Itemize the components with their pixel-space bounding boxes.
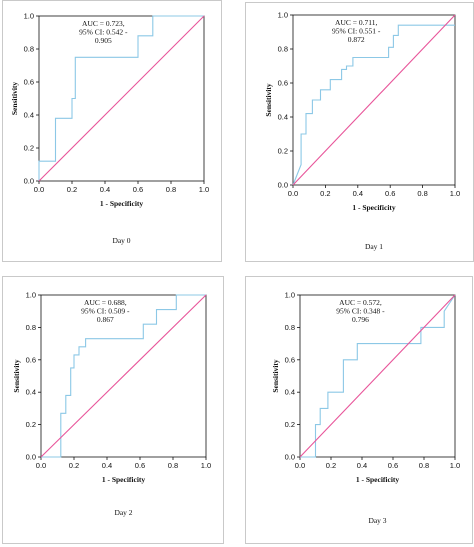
auc-annotation-line: 95% CI: 0.348 -	[336, 307, 385, 316]
auc-annotation-line: 0.867	[97, 315, 114, 324]
y-tick-label: 0.6	[285, 355, 295, 364]
y-tick-label: 0.2	[278, 147, 288, 156]
auc-annotation-line: 95% CI: 0.551 -	[332, 27, 381, 36]
auc-annotation-line: AUC = 0.688,	[84, 298, 127, 307]
roc-panel-day-1: 0.0 0.2 0.4 0.6 0.8 1.0 0.0 0.2 0.4 0.6 0.8 1.0 AUC …	[245, 2, 474, 262]
x-tick-label: 0.0	[288, 189, 298, 198]
y-tick-label: 0.8	[285, 323, 295, 332]
y-tick-label: 0.6	[24, 78, 34, 87]
auc-annotation-line: 0.905	[95, 36, 112, 45]
x-tick-label: 0.2	[67, 185, 77, 194]
x-tick-label: 0.4	[353, 189, 363, 198]
y-tick-label: 0.6	[278, 79, 288, 88]
y-tick-label: 0.4	[285, 388, 295, 397]
roc-chart-day-1: 0.0 0.2 0.4 0.6 0.8 1.0 0.0 0.2 0.4 0.6 0.8 1.0 AUC …	[264, 11, 460, 252]
auc-annotation-line: 0.796	[352, 315, 369, 324]
plot-frame	[38, 15, 205, 182]
panel-caption: Day 3	[368, 516, 386, 525]
roc-curve	[38, 15, 204, 181]
y-tick-label: 0.8	[24, 45, 34, 54]
y-tick-label: 1.0	[278, 11, 288, 20]
panel-caption: Day 0	[112, 236, 130, 245]
y-axis-title: Sensitivity	[271, 359, 280, 393]
auc-annotation-line: AUC = 0.572,	[339, 298, 382, 307]
y-tick-label: 0.2	[26, 420, 36, 429]
y-tick-label: 0.8	[278, 45, 288, 54]
y-tick-label: 0.2	[285, 420, 295, 429]
x-tick-label: 0.6	[385, 189, 395, 198]
y-axis-title: Sensitivity	[10, 82, 19, 116]
y-tick-label: 0.0	[278, 181, 288, 190]
reference-diagonal	[299, 294, 456, 458]
reference-diagonal	[292, 14, 456, 186]
y-tick-label: 1.0	[285, 291, 295, 300]
x-tick-label: 1.0	[450, 189, 460, 198]
y-axis-title: Sensitivity	[264, 83, 273, 117]
y-tick-label: 0.4	[24, 111, 34, 120]
roc-chart-day-2: 0.0 0.2 0.4 0.6 0.8 1.0 0.0 0.2 0.4 0.6 0.8 1.0 AUC …	[12, 291, 211, 518]
roc-curve	[41, 294, 206, 458]
panel-caption: Day 2	[114, 508, 132, 517]
x-tick-label: 1.0	[450, 461, 460, 470]
x-tick-label: 0.4	[102, 461, 112, 470]
auc-annotation-line: AUC = 0.723,	[82, 19, 125, 28]
y-tick-label: 1.0	[24, 12, 34, 21]
y-axis-title: Sensitivity	[12, 359, 21, 393]
x-tick-label: 0.6	[133, 185, 143, 194]
y-tick-label: 0.8	[26, 323, 36, 332]
reference-diagonal	[40, 294, 207, 458]
x-axis-title: 1 - Specificity	[102, 475, 146, 484]
roc-panel-day-2: 0.0 0.2 0.4 0.6 0.8 1.0 0.0 0.2 0.4 0.6 0.8 1.0 AUC …	[2, 276, 224, 544]
x-tick-label: 0.0	[34, 185, 44, 194]
y-tick-label: 1.0	[26, 291, 36, 300]
y-tick-label: 0.0	[285, 453, 295, 462]
x-tick-label: 0.0	[295, 461, 305, 470]
roc-curve	[292, 24, 455, 186]
x-axis-title: 1 - Specificity	[100, 199, 144, 208]
plot-frame	[292, 14, 456, 186]
x-tick-label: 0.4	[357, 461, 367, 470]
auc-annotation-line: AUC = 0.711,	[335, 18, 377, 27]
y-tick-label: 0.4	[278, 113, 288, 122]
x-tick-label: 0.4	[100, 185, 110, 194]
x-tick-label: 0.2	[69, 461, 79, 470]
plot-frame	[299, 294, 456, 458]
roc-curve	[300, 294, 456, 458]
x-tick-label: 0.8	[419, 461, 429, 470]
x-tick-label: 0.6	[388, 461, 398, 470]
y-tick-label: 0.0	[24, 177, 34, 186]
x-tick-label: 1.0	[199, 185, 209, 194]
roc-panel-day-0: 0.0 0.2 0.4 0.6 0.8 1.0 0.0 0.2 0.4 0.6 0.8 1.0 AUC …	[2, 0, 222, 262]
y-tick-label: 0.0	[26, 453, 36, 462]
roc-panel-day-3: 0.0 0.2 0.4 0.6 0.8 1.0 0.0 0.2 0.4 0.6 0.8 1.0 AUC …	[245, 276, 473, 544]
y-tick-label: 0.2	[24, 144, 34, 153]
x-tick-label: 0.2	[326, 461, 336, 470]
auc-annotation-line: 95% CI: 0.542 -	[79, 28, 128, 37]
plot-frame	[40, 294, 207, 458]
roc-chart-day-0: 0.0 0.2 0.4 0.6 0.8 1.0 0.0 0.2 0.4 0.6 0.8 1.0 AUC …	[10, 12, 209, 246]
roc-chart-day-3: 0.0 0.2 0.4 0.6 0.8 1.0 0.0 0.2 0.4 0.6 0.8 1.0 AUC …	[271, 291, 460, 526]
y-tick-label: 0.4	[26, 388, 36, 397]
x-tick-label: 0.6	[135, 461, 145, 470]
x-tick-label: 0.2	[320, 189, 330, 198]
reference-diagonal	[38, 15, 205, 182]
x-tick-label: 0.0	[36, 461, 46, 470]
auc-annotation-line: 0.872	[348, 35, 365, 44]
x-axis-title: 1 - Specificity	[352, 203, 396, 212]
x-tick-label: 0.8	[168, 461, 178, 470]
x-axis-title: 1 - Specificity	[356, 475, 400, 484]
auc-annotation-line: 95% CI: 0.509 -	[81, 307, 130, 316]
x-tick-label: 0.8	[166, 185, 176, 194]
y-tick-label: 0.6	[26, 355, 36, 364]
x-tick-label: 1.0	[201, 461, 211, 470]
x-tick-label: 0.8	[417, 189, 427, 198]
panel-caption: Day 1	[365, 242, 383, 251]
